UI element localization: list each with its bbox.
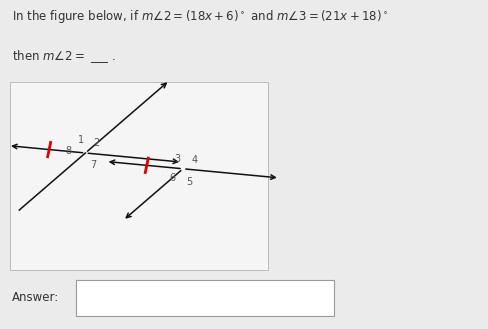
- Text: 5: 5: [186, 177, 192, 187]
- Text: 8: 8: [65, 146, 72, 156]
- Text: 7: 7: [90, 160, 97, 169]
- Text: 3: 3: [174, 154, 180, 164]
- Text: 1: 1: [78, 135, 84, 145]
- Text: In the figure below, if $m\angle2 = (18x + 6)^\circ$ and $m\angle3 = (21x + 18)^: In the figure below, if $m\angle2 = (18x…: [12, 8, 388, 25]
- Text: 6: 6: [169, 173, 175, 183]
- Text: Answer:: Answer:: [12, 291, 60, 304]
- Text: 2: 2: [93, 138, 100, 148]
- FancyBboxPatch shape: [76, 280, 334, 316]
- Text: 4: 4: [192, 156, 198, 165]
- FancyBboxPatch shape: [10, 82, 268, 270]
- Text: then $m\angle2 =$ ___ .: then $m\angle2 =$ ___ .: [12, 48, 116, 64]
